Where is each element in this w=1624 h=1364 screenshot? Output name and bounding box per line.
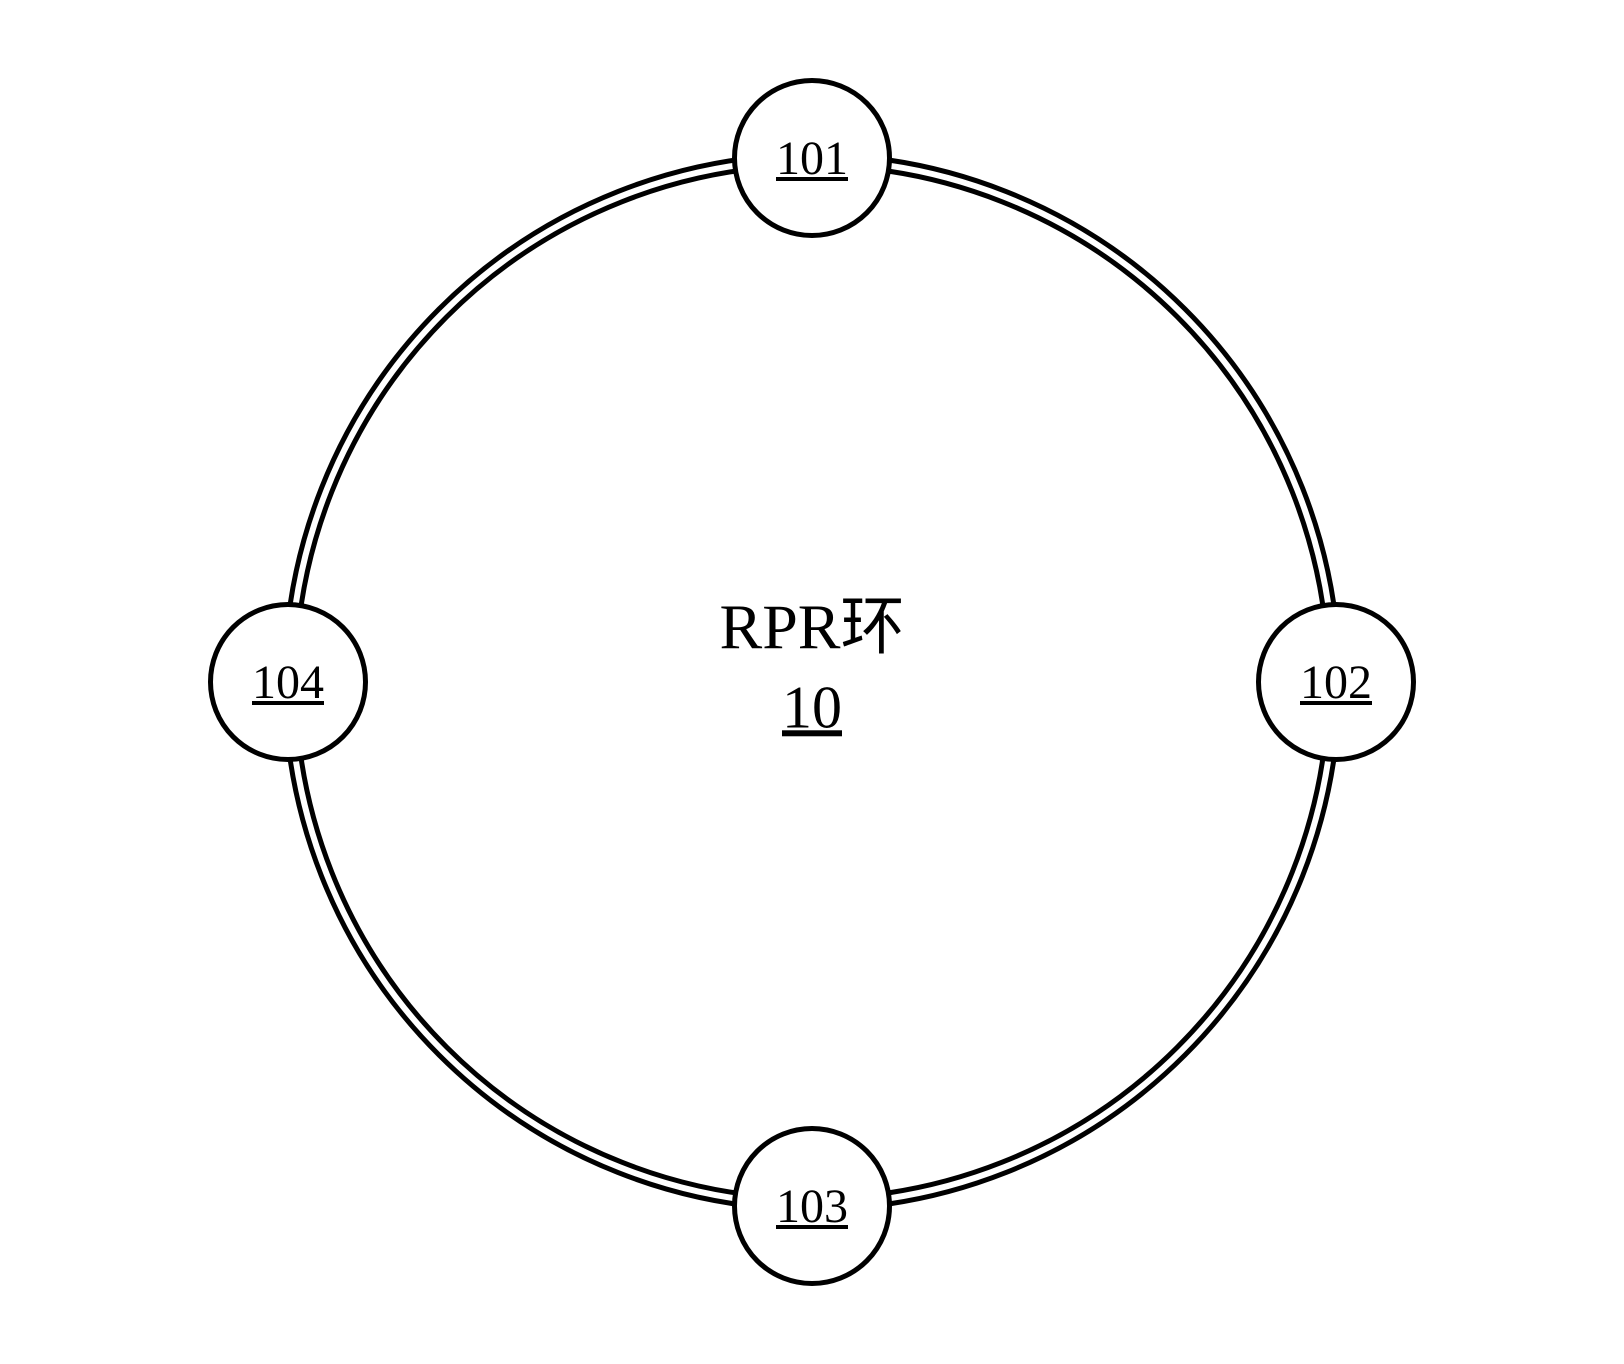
node-101: 101 <box>732 78 892 238</box>
rpr-ring-diagram: RPR环 10 101 102 103 104 <box>212 82 1412 1282</box>
center-title: RPR环 <box>720 585 905 668</box>
center-label: RPR环 10 <box>720 585 905 746</box>
node-label: 103 <box>776 1179 848 1234</box>
node-label: 102 <box>1300 655 1372 710</box>
center-id: 10 <box>720 668 905 746</box>
node-label: 104 <box>252 655 324 710</box>
node-label: 101 <box>776 131 848 186</box>
node-102: 102 <box>1256 602 1416 762</box>
node-104: 104 <box>208 602 368 762</box>
node-103: 103 <box>732 1126 892 1286</box>
